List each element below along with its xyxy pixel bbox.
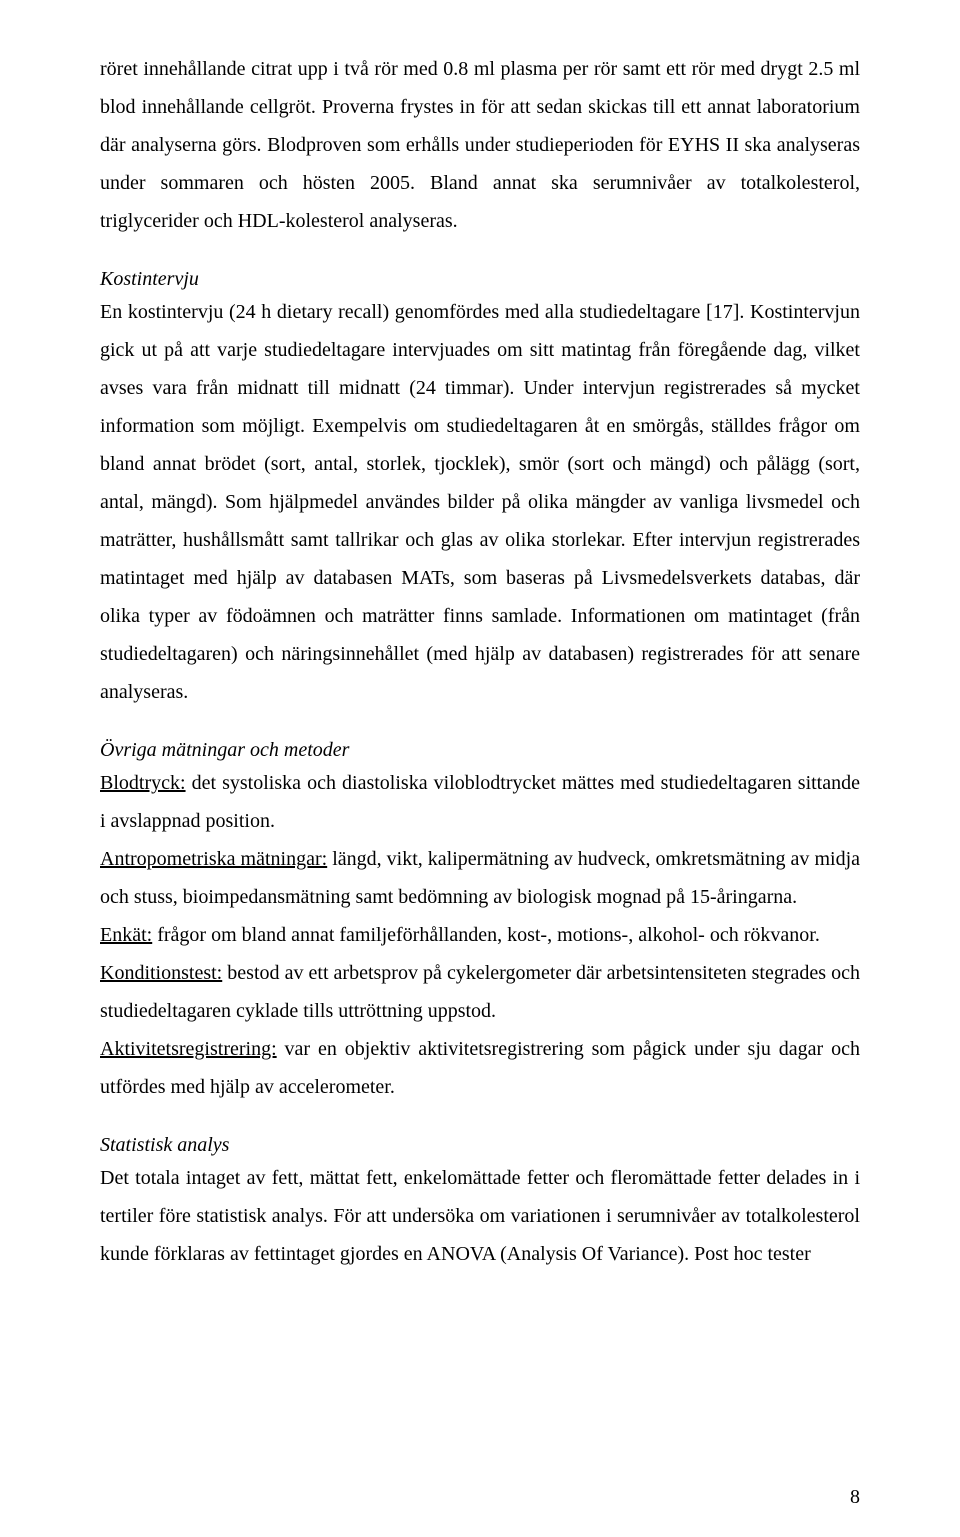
text-blodtryck: det systoliska och diastoliska viloblodt… bbox=[100, 772, 860, 832]
text-enkat: frågor om bland annat familjeförhållande… bbox=[152, 924, 820, 946]
measurements-block: Blodtryck: det systoliska och diastolisk… bbox=[100, 764, 860, 1106]
heading-ovriga: Övriga mätningar och metoder bbox=[100, 739, 860, 762]
measurement-konditionstest: Konditionstest: bestod av ett arbetsprov… bbox=[100, 954, 860, 1030]
heading-statistisk: Statistisk analys bbox=[100, 1134, 860, 1157]
label-aktivitet: Aktivitetsregistrering: bbox=[100, 1038, 277, 1060]
measurement-antropometriska: Antropometriska mätningar: längd, vikt, … bbox=[100, 840, 860, 916]
label-antropometriska: Antropometriska mätningar: bbox=[100, 848, 327, 870]
paragraph-intro: röret innehållande citrat upp i två rör … bbox=[100, 50, 860, 240]
page-number: 8 bbox=[850, 1486, 860, 1509]
paragraph-kostintervju: En kostintervju (24 h dietary recall) ge… bbox=[100, 293, 860, 711]
document-page: röret innehållande citrat upp i två rör … bbox=[0, 0, 960, 1537]
heading-kostintervju: Kostintervju bbox=[100, 268, 860, 291]
measurement-enkat: Enkät: frågor om bland annat familjeförh… bbox=[100, 916, 860, 954]
label-blodtryck: Blodtryck: bbox=[100, 772, 186, 794]
label-konditionstest: Konditionstest: bbox=[100, 962, 222, 984]
measurement-aktivitet: Aktivitetsregistrering: var en objektiv … bbox=[100, 1030, 860, 1106]
label-enkat: Enkät: bbox=[100, 924, 152, 946]
paragraph-statistisk: Det totala intaget av fett, mättat fett,… bbox=[100, 1159, 860, 1273]
measurement-blodtryck: Blodtryck: det systoliska och diastolisk… bbox=[100, 764, 860, 840]
